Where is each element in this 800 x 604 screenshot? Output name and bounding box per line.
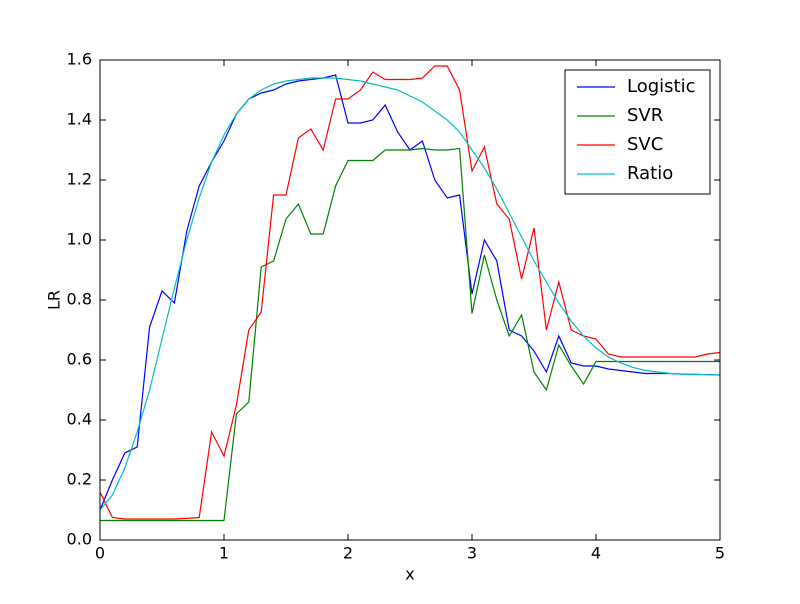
y-axis-label: LR xyxy=(45,290,64,310)
y-tick-label: 0.2 xyxy=(67,470,92,489)
x-tick-label: 4 xyxy=(591,544,601,563)
y-tick-label: 0.8 xyxy=(67,290,92,309)
x-tick-label: 1 xyxy=(219,544,229,563)
x-tick-label: 2 xyxy=(343,544,353,563)
x-tick-label: 5 xyxy=(715,544,725,563)
line-series xyxy=(99,65,721,520)
legend-box xyxy=(564,69,711,195)
x-tick-label: 3 xyxy=(467,544,477,563)
y-tick-label: 0.6 xyxy=(67,350,92,369)
legend-label: SVR xyxy=(627,105,663,126)
y-tick-label: 1.2 xyxy=(67,170,92,189)
y-tick-label: 1.0 xyxy=(67,230,92,249)
x-axis-label: x xyxy=(405,565,414,584)
plot-frame xyxy=(99,59,721,541)
legend-label: Ratio xyxy=(627,163,673,184)
y-tick-label: 0.0 xyxy=(67,530,92,549)
line-series xyxy=(99,77,721,511)
y-tick-label: 1.4 xyxy=(67,110,92,129)
legend-label: Logistic xyxy=(627,76,695,97)
y-tick-label: 0.4 xyxy=(67,410,92,429)
legend-label: SVC xyxy=(627,134,663,155)
x-tick-label: 0 xyxy=(95,544,105,563)
y-tick-label: 1.6 xyxy=(67,50,92,69)
